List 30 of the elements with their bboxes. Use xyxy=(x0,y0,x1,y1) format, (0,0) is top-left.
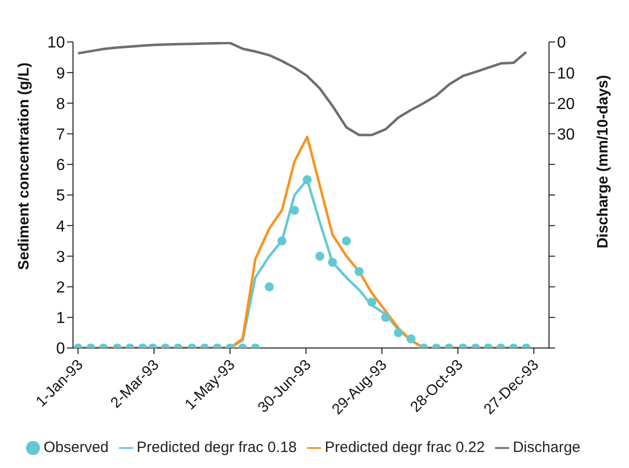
point xyxy=(277,236,286,246)
y-axis-title: Sediment concentration (g/L) xyxy=(15,62,32,270)
y2-tick-label: 10 xyxy=(557,65,575,82)
y2-tick-label: 0 xyxy=(557,34,566,52)
y-tick-label: 8 xyxy=(56,96,66,113)
y-tick-label: 6 xyxy=(56,157,66,174)
y-tick-label: 2 xyxy=(56,279,66,296)
y-tick-label: 3 xyxy=(56,248,66,266)
y-tick-label: 10 xyxy=(47,34,66,52)
y2-tick-label: 20 xyxy=(557,96,575,113)
y-tick-label: 7 xyxy=(56,126,66,144)
y-tick-label: 1 xyxy=(56,310,66,328)
y-tick-label: 5 xyxy=(56,188,66,205)
point xyxy=(315,252,324,261)
point xyxy=(354,266,364,276)
point xyxy=(342,236,351,246)
legend-label: Predicted degr frac 0.18 xyxy=(136,439,297,456)
point xyxy=(302,175,312,184)
legend-label: Predicted degr frac 0.22 xyxy=(324,439,485,456)
y2-axis-title: Discharge (mm/10-days) xyxy=(594,75,612,248)
point xyxy=(328,258,338,267)
line-series xyxy=(76,42,528,136)
y-tick-label: 4 xyxy=(56,218,66,236)
point xyxy=(290,206,300,215)
point xyxy=(264,282,274,292)
legend-label: Observed xyxy=(44,439,109,456)
y-tick-label: 0 xyxy=(56,340,66,358)
y2-tick-label: 30 xyxy=(557,126,575,144)
legend-label: Discharge xyxy=(512,439,580,456)
y-tick-label: 9 xyxy=(56,65,66,82)
